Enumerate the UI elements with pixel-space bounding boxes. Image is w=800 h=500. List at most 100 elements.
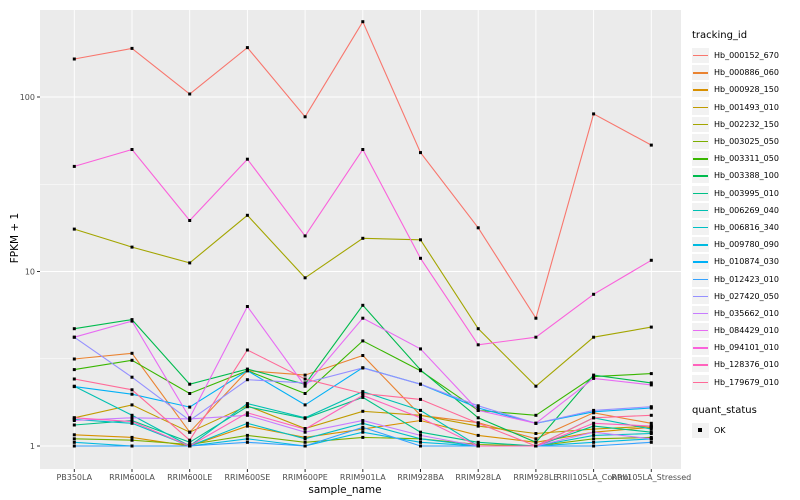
- legend-items: Hb_000152_670 Hb_000886_060 Hb_000928_150 H…: [692, 47, 798, 391]
- data-point: [419, 430, 422, 434]
- data-point: [592, 376, 596, 380]
- data-point: [130, 46, 134, 50]
- legend-item-label: Hb_010874_030: [714, 257, 779, 267]
- data-point: [245, 411, 249, 415]
- data-point: [188, 416, 192, 420]
- legend: tracking_id Hb_000152_670 Hb_000886_060 Hb…: [692, 30, 798, 439]
- data-point: [303, 437, 307, 441]
- data-point: [592, 430, 596, 434]
- legend-item-label: Hb_000152_670: [714, 51, 779, 61]
- data-point: [361, 393, 365, 397]
- legend-item-label: Hb_000928_150: [714, 85, 779, 95]
- data-point: [419, 238, 422, 242]
- data-point: [649, 258, 653, 262]
- legend-item-Hb_084429_010: Hb_084429_010: [692, 322, 798, 339]
- data-point: [72, 385, 76, 389]
- legend-key-line-icon: [692, 219, 709, 235]
- x-tick-label: RRIM600SE: [225, 473, 271, 482]
- data-point: [476, 226, 480, 230]
- data-point: [245, 421, 249, 425]
- data-point: [649, 432, 653, 435]
- data-point: [419, 433, 422, 437]
- data-point: [72, 440, 76, 444]
- data-point: [361, 366, 365, 370]
- y-tick-label: 1: [30, 442, 35, 451]
- data-point: [592, 408, 596, 412]
- data-point: [592, 427, 596, 431]
- data-point: [303, 115, 307, 119]
- legend-key-line-icon: [692, 168, 709, 184]
- data-point: [303, 392, 307, 395]
- data-point: [592, 335, 596, 339]
- y-tick-label: 100: [20, 93, 35, 102]
- data-point: [361, 419, 365, 422]
- x-tick-label: RRIM600LE: [167, 473, 212, 482]
- x-tick-label: RRIM600PE: [282, 473, 328, 482]
- legend-item-Hb_128376_010: Hb_128376_010: [692, 356, 798, 373]
- data-point: [361, 354, 365, 357]
- data-point: [534, 444, 538, 448]
- data-point: [419, 419, 422, 422]
- legend-item-label: Hb_012423_010: [714, 274, 779, 284]
- legend-item-Hb_000928_150: Hb_000928_150: [692, 81, 798, 98]
- legend-item-label: Hb_084429_010: [714, 326, 779, 336]
- data-point: [592, 292, 596, 296]
- data-point: [419, 440, 422, 444]
- data-point: [303, 403, 307, 407]
- data-point: [534, 335, 538, 339]
- data-point: [361, 20, 365, 24]
- data-point: [188, 430, 192, 434]
- ok-point-key-icon: [692, 422, 709, 438]
- legend-key-line-icon: [692, 151, 709, 167]
- data-point: [592, 416, 596, 420]
- data-point: [188, 419, 192, 422]
- legend-key-line-icon: [692, 305, 709, 321]
- legend-key-line-icon: [692, 82, 709, 98]
- legend-key-line-icon: [692, 323, 709, 339]
- data-point: [419, 347, 422, 351]
- legend-item-label: Hb_001493_010: [714, 102, 779, 112]
- legend-item-label: Hb_000886_060: [714, 68, 779, 78]
- legend-key-line-icon: [692, 271, 709, 287]
- data-point: [188, 405, 192, 409]
- data-point: [130, 444, 134, 448]
- data-point: [476, 404, 480, 408]
- data-point: [649, 440, 653, 444]
- data-point: [361, 390, 365, 394]
- legend-item-label: Hb_003311_050: [714, 154, 779, 164]
- x-tick-label: RRII105LA_Control: [557, 473, 631, 482]
- legend-key-line-icon: [692, 134, 709, 150]
- data-point: [419, 397, 422, 401]
- data-point: [419, 416, 422, 420]
- data-point: [419, 151, 422, 155]
- legend-item-Hb_003311_050: Hb_003311_050: [692, 150, 798, 167]
- data-point: [245, 367, 249, 371]
- data-point: [245, 424, 249, 428]
- legend-item-label: Hb_128376_010: [714, 360, 779, 370]
- data-point: [245, 378, 249, 382]
- data-point: [361, 303, 365, 307]
- data-point: [72, 416, 76, 420]
- data-point: [72, 335, 76, 339]
- data-point: [592, 437, 596, 441]
- data-point: [592, 440, 596, 444]
- data-point: [419, 444, 422, 448]
- legend-item-label: Hb_009780_090: [714, 240, 779, 250]
- data-point: [303, 276, 307, 280]
- data-point: [361, 421, 365, 425]
- data-point: [245, 433, 249, 437]
- data-point: [245, 413, 249, 417]
- data-point: [188, 444, 192, 448]
- legend-key-line-icon: [692, 357, 709, 373]
- legend-key-line-icon: [692, 288, 709, 304]
- data-point: [303, 430, 307, 434]
- legend-item-Hb_009780_090: Hb_009780_090: [692, 236, 798, 253]
- legend-key-line-icon: [692, 340, 709, 356]
- data-point: [534, 421, 538, 425]
- data-point: [130, 245, 134, 249]
- data-point: [72, 357, 76, 361]
- legend-item-label: Hb_006816_340: [714, 222, 779, 232]
- data-point: [130, 148, 134, 151]
- data-point: [130, 392, 134, 396]
- data-point: [649, 143, 653, 147]
